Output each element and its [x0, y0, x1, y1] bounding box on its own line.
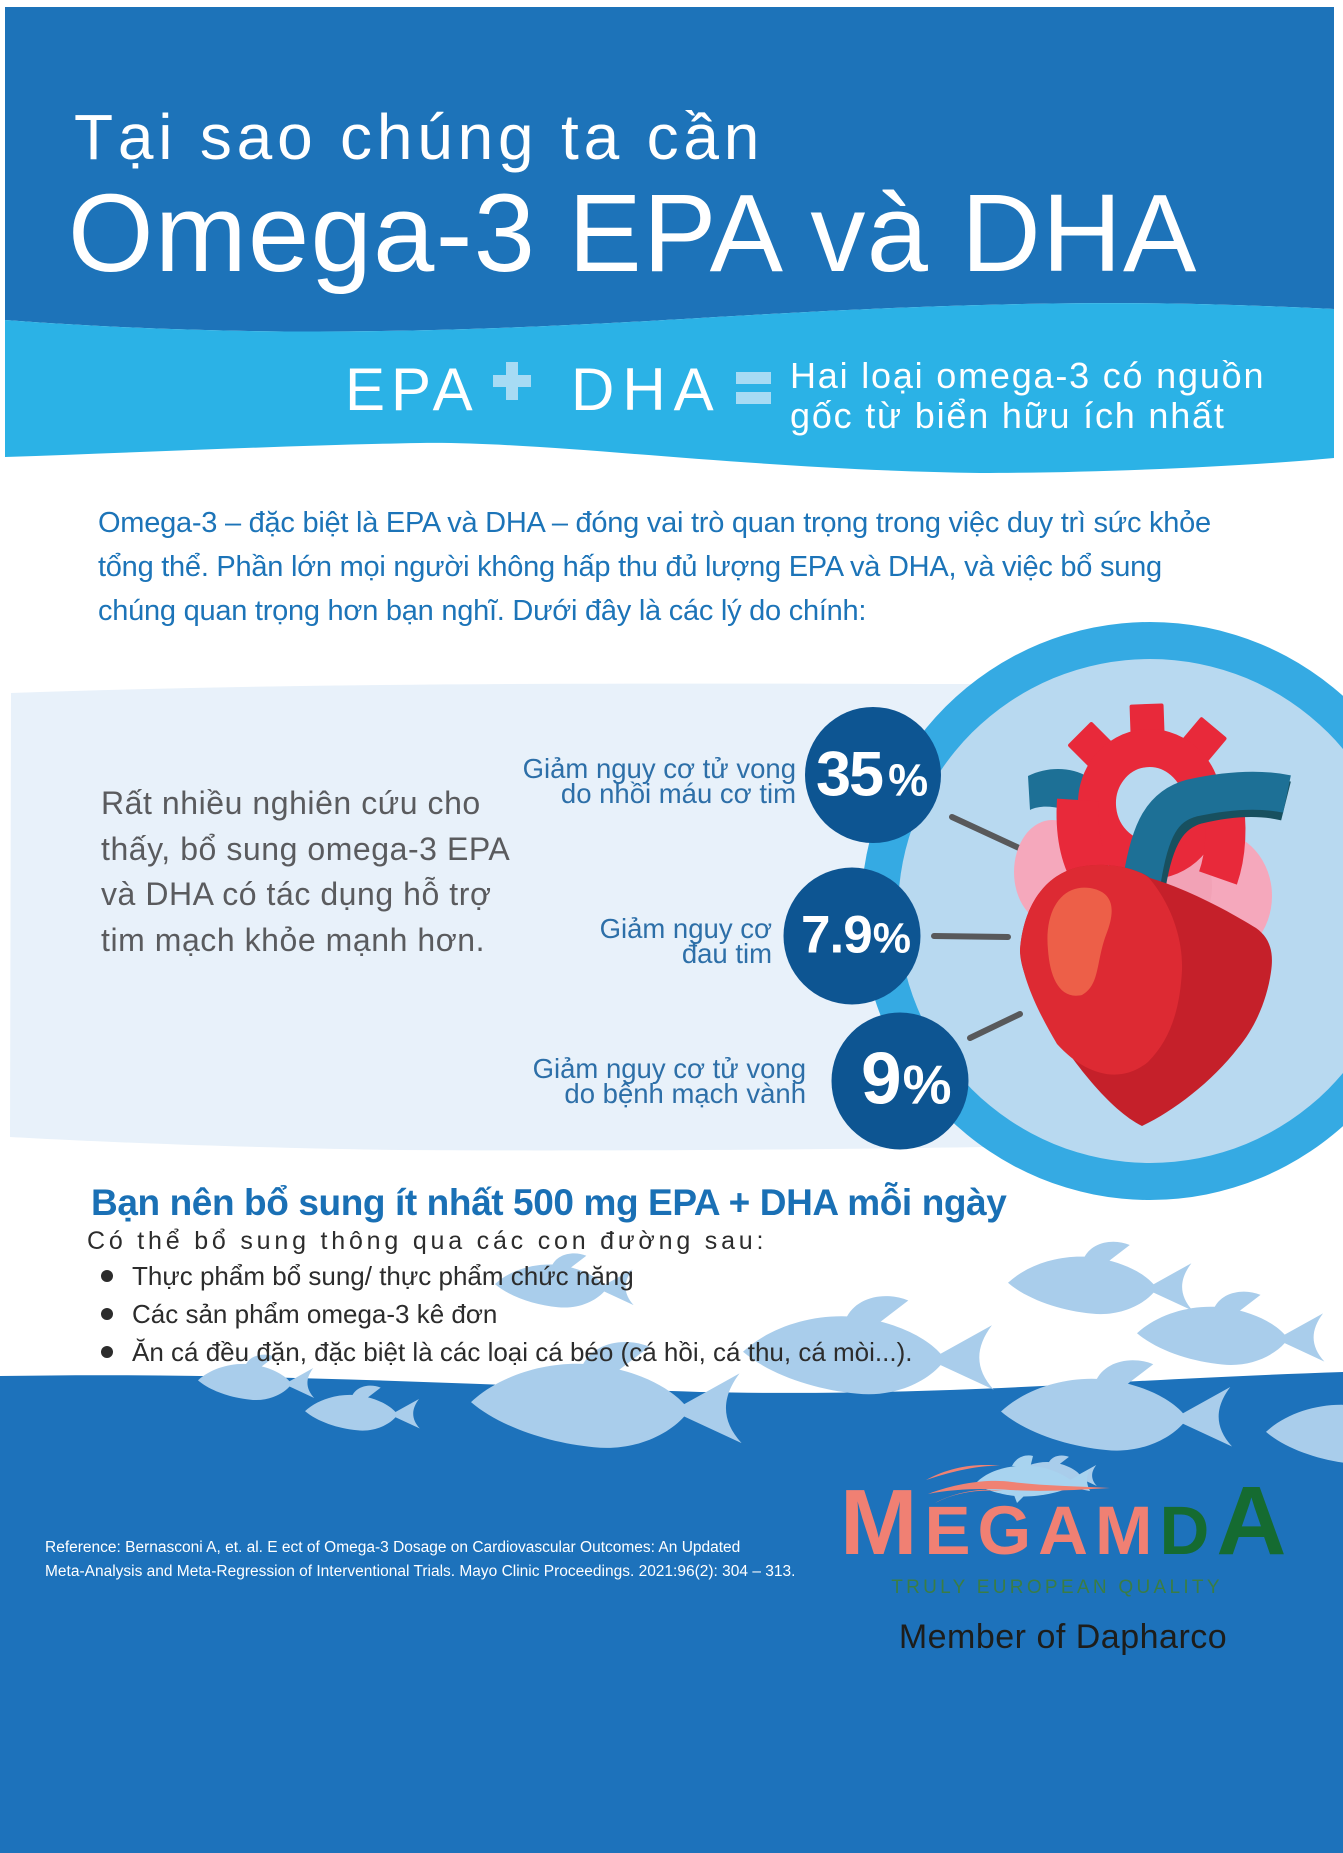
svg-text:7.9%: 7.9% [801, 906, 911, 965]
